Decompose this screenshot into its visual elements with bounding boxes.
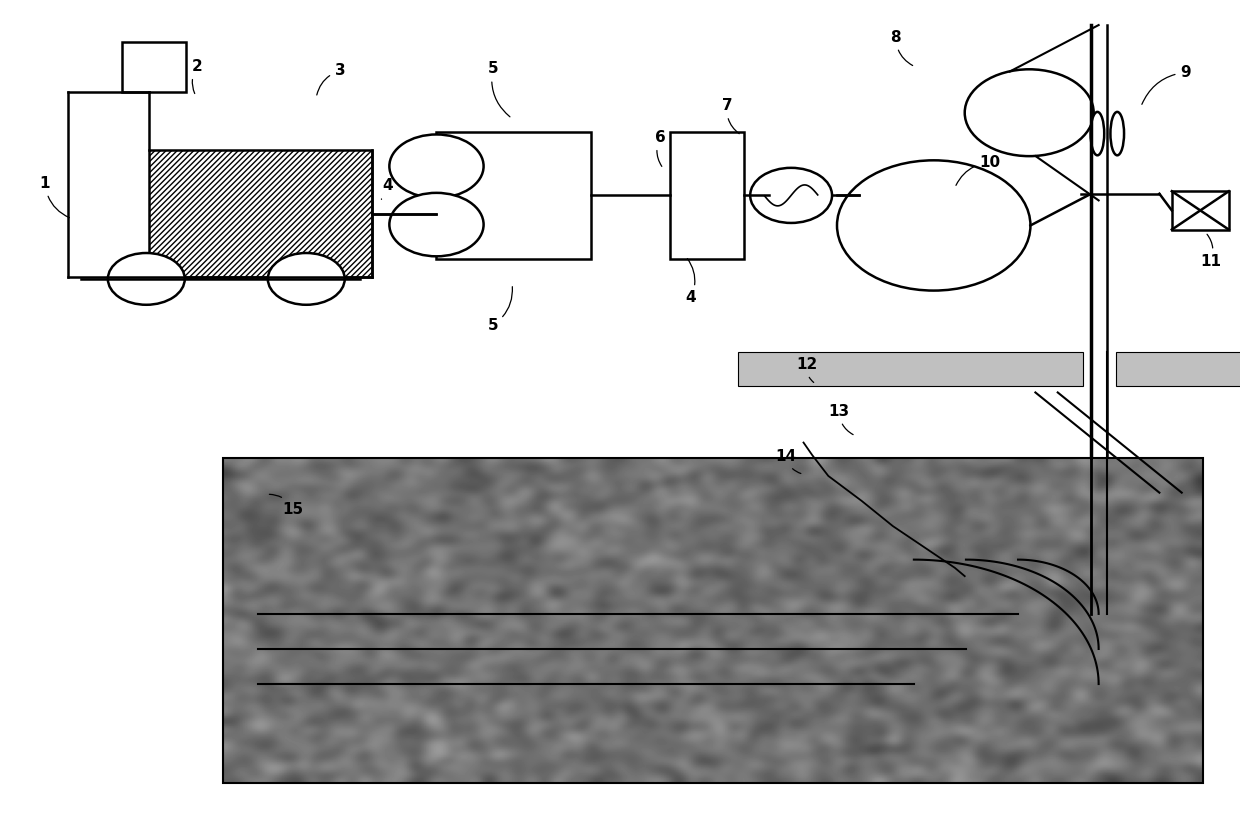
FancyBboxPatch shape: [738, 352, 1083, 386]
Circle shape: [965, 69, 1094, 156]
Text: 2: 2: [192, 59, 203, 94]
FancyBboxPatch shape: [670, 132, 744, 259]
Circle shape: [389, 193, 484, 256]
Ellipse shape: [1091, 112, 1105, 155]
FancyBboxPatch shape: [1116, 352, 1240, 386]
Text: 14: 14: [775, 449, 801, 473]
Text: 3: 3: [316, 63, 346, 95]
Circle shape: [750, 168, 832, 223]
Text: 9: 9: [1142, 65, 1192, 104]
Text: 6: 6: [655, 130, 666, 166]
Text: 12: 12: [796, 357, 817, 382]
Ellipse shape: [1111, 112, 1123, 155]
Circle shape: [108, 253, 185, 305]
Text: 5: 5: [487, 62, 510, 117]
Text: 5: 5: [487, 286, 512, 333]
Text: 15: 15: [269, 494, 304, 517]
Circle shape: [389, 134, 484, 198]
Text: 11: 11: [1200, 235, 1221, 269]
Text: 4: 4: [686, 259, 697, 306]
Circle shape: [268, 253, 345, 305]
Circle shape: [837, 160, 1030, 291]
FancyBboxPatch shape: [436, 132, 591, 259]
FancyBboxPatch shape: [122, 42, 186, 92]
Text: 10: 10: [956, 155, 1001, 185]
Text: 4: 4: [382, 179, 393, 200]
Text: 13: 13: [828, 404, 853, 434]
Text: 1: 1: [40, 176, 69, 218]
FancyBboxPatch shape: [149, 150, 372, 277]
Text: 8: 8: [890, 30, 913, 65]
FancyBboxPatch shape: [1172, 191, 1229, 230]
Text: 7: 7: [722, 99, 739, 134]
